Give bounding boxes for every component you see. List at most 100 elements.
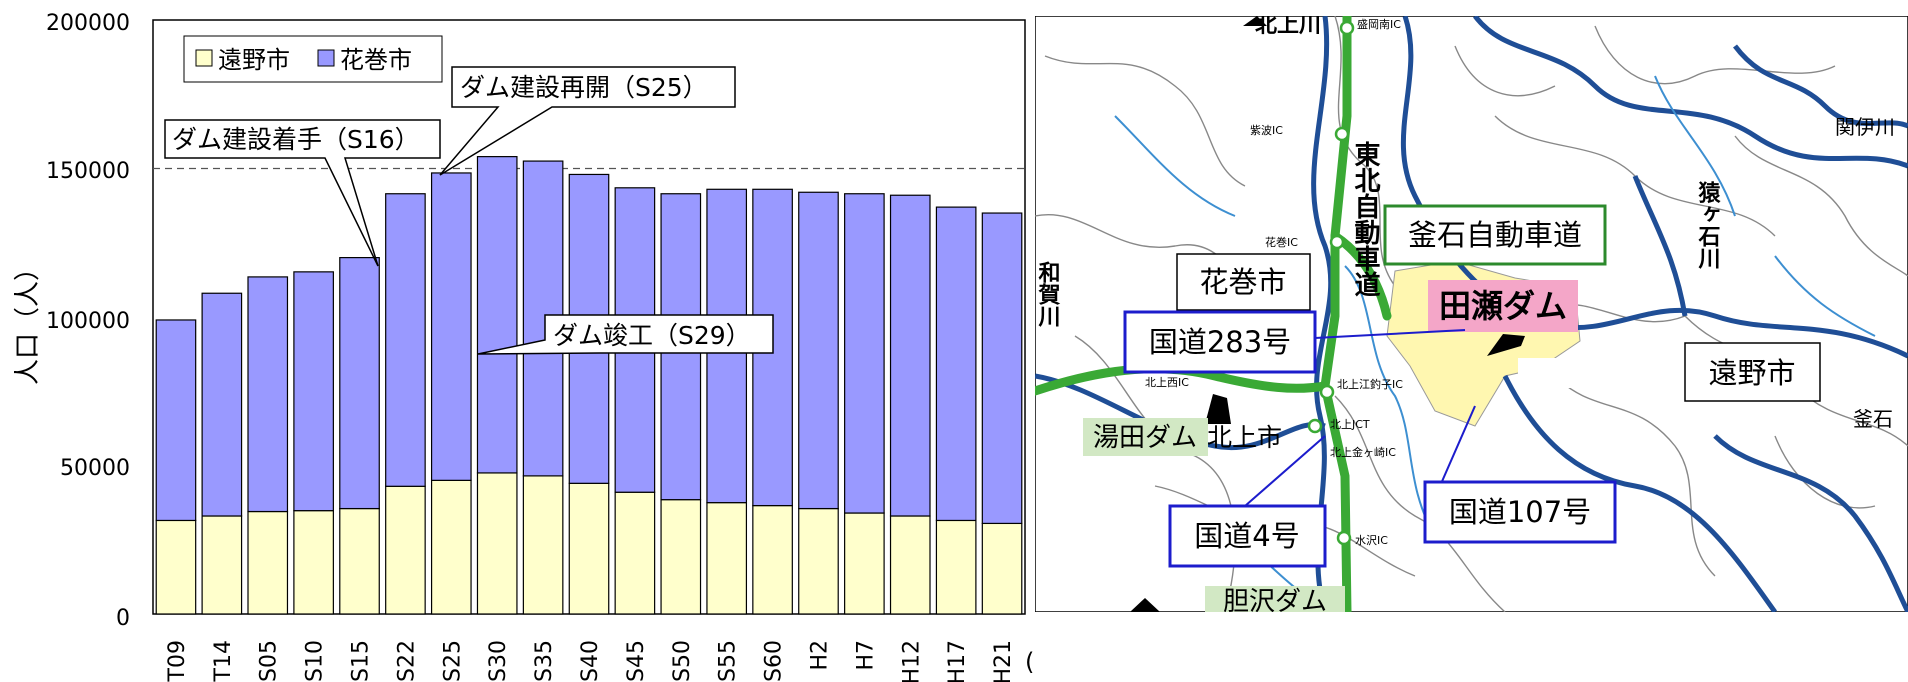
- svg-text:釜石自動車道: 釜石自動車道: [1408, 218, 1582, 252]
- bar-hanamaki-H12: [889, 194, 931, 517]
- legend-swatch-tono: [195, 49, 213, 67]
- x-tick-label: S50: [670, 640, 695, 682]
- x-tick-label: T09: [165, 640, 190, 682]
- svg-text:紫波IC: 紫波IC: [1250, 124, 1283, 137]
- bar-tono-T14: [201, 515, 243, 615]
- label-bg-white: [1518, 358, 1620, 388]
- kamaishi-label: 釜石: [1853, 407, 1893, 431]
- bar-tono-S50: [660, 499, 702, 615]
- bar-hanamaki-S30: [476, 156, 518, 474]
- x-unit-label: (年): [1025, 648, 1035, 676]
- x-tick-label: S40: [578, 640, 603, 682]
- annotation-s25-text: ダム建設再開（S25）: [460, 73, 708, 102]
- x-tick-label: S10: [303, 640, 328, 682]
- route107-leader: [1439, 405, 1476, 487]
- legend: 遠野市 花巻市: [183, 35, 443, 83]
- tono-label: 遠野市: [1684, 342, 1821, 402]
- x-tick-label: T14: [211, 640, 236, 682]
- svg-text:田瀬ダム: 田瀬ダム: [1439, 287, 1567, 325]
- bar-tono-H2: [798, 507, 839, 615]
- x-tick-label: S60: [762, 640, 787, 682]
- x-tick-label: H17: [945, 640, 970, 682]
- annotation-s16: ダム建設着手（S16）: [164, 119, 441, 267]
- minor-rivers: [1114, 75, 1876, 612]
- bar-hanamaki-H17: [935, 206, 977, 522]
- yuda-dam-icon: [1205, 394, 1231, 424]
- route4-label: 国道4号: [1168, 504, 1327, 568]
- bar-tono-S05: [247, 510, 289, 615]
- x-tick-label: S05: [257, 640, 282, 682]
- bar-tono-S10: [293, 510, 334, 615]
- bar-tono-S40: [568, 482, 610, 615]
- svg-text:花巻IC: 花巻IC: [1265, 236, 1298, 249]
- bar-hanamaki-S25: [430, 172, 472, 481]
- tohoku-expressway-label: 東北自動車道: [1350, 141, 1380, 297]
- x-tick-label: S35: [532, 640, 557, 682]
- bar-tono-H17: [935, 519, 977, 615]
- tase-dam-icon: [1487, 334, 1525, 356]
- x-tick-label: S55: [716, 640, 741, 682]
- svg-text:湯田ダム: 湯田ダム: [1093, 423, 1197, 453]
- bar-tono-S55: [706, 502, 748, 615]
- label-bg-white: [1097, 569, 1192, 595]
- x-tick-label: S15: [349, 640, 374, 682]
- river-labels: 北上川 猿ヶ石川 和賀川 関伊川 釜石: [1035, 16, 1895, 431]
- bar-hanamaki-T09: [155, 319, 197, 522]
- tase-dam-label: 田瀬ダム: [1428, 280, 1578, 332]
- route107-label: 国道107号: [1423, 480, 1617, 544]
- bar-tono-S60: [752, 504, 793, 615]
- bar-tono-S35: [522, 475, 564, 615]
- legend-box: [183, 35, 443, 83]
- waga-river-label: 和賀川: [1035, 261, 1062, 327]
- x-tick-label: S30: [486, 640, 511, 682]
- bar-tono-S15: [339, 507, 380, 615]
- sarugaishi-river-label: 猿ヶ石川: [1695, 181, 1722, 269]
- bar-group: [155, 156, 1023, 615]
- route283-label: 国道283号: [1123, 310, 1317, 374]
- bar-tono-H12: [889, 515, 931, 615]
- bar-tono-H7: [844, 512, 885, 615]
- route283-leader: [1314, 329, 1466, 339]
- svg-text:北上西IC: 北上西IC: [1145, 376, 1189, 389]
- legend-label-hanamaki: 花巻市: [340, 46, 412, 74]
- annotation-s25: ダム建設再開（S25）: [439, 66, 736, 176]
- bar-hanamaki-S10: [293, 271, 334, 512]
- x-tick-label: H12: [899, 640, 924, 682]
- y-tick-label: 0: [116, 606, 130, 631]
- bar-hanamaki-S22: [385, 193, 426, 487]
- population-chart: 200000 150000 100000 50000 0 人口（人） T09 T1…: [13, 11, 1035, 682]
- dam-icon-north: [1243, 16, 1267, 26]
- x-tick-label: S45: [624, 640, 649, 682]
- ishidoriya-dam-icon: [1130, 598, 1160, 612]
- svg-text:遠野市: 遠野市: [1708, 356, 1795, 390]
- y-axis-label: 人口（人）: [13, 255, 43, 385]
- seki-iga-label: 関伊川: [1835, 115, 1895, 139]
- kitakami-river-label: 北上川: [1255, 16, 1321, 38]
- bar-tono-S25: [430, 479, 472, 615]
- kitakami-label: 北上市: [1207, 423, 1282, 452]
- y-tick-label: 200000: [46, 11, 130, 36]
- x-tick-labels: T09 T14 S05 S10 S15 S22 S25 S30 S35 S40 S45 S50 S55 S…: [165, 640, 1016, 682]
- x-tick-label: S25: [440, 640, 465, 682]
- y-tick-label: 50000: [60, 456, 130, 481]
- bar-tono-S45: [614, 491, 656, 615]
- svg-text:花巻市: 花巻市: [1199, 265, 1286, 299]
- route4-leader: [1244, 435, 1326, 507]
- bar-tono-H21: [981, 522, 1023, 615]
- x-tick-label: S22: [394, 640, 419, 682]
- legend-label-tono: 遠野市: [218, 46, 290, 74]
- bar-hanamaki-S05: [247, 276, 289, 513]
- x-tick-label: H7: [853, 640, 878, 671]
- y-tick-label: 100000: [46, 309, 130, 334]
- x-tick-label: H2: [807, 640, 832, 671]
- kamaishi-expressway-label: 釜石自動車道: [1383, 204, 1607, 266]
- bar-tono-S22: [385, 485, 426, 615]
- bar-hanamaki-S15: [339, 257, 380, 510]
- bar-tono-T09: [155, 519, 197, 615]
- svg-text:北上JCT: 北上JCT: [1330, 418, 1370, 431]
- bar-hanamaki-T14: [201, 292, 243, 517]
- annotation-s29: ダム竣工（S29）: [477, 314, 774, 355]
- svg-text:胆沢ダム: 胆沢ダム: [1223, 587, 1327, 612]
- y-tick-label: 150000: [46, 159, 130, 184]
- annotation-s29-text: ダム竣工（S29）: [553, 321, 751, 350]
